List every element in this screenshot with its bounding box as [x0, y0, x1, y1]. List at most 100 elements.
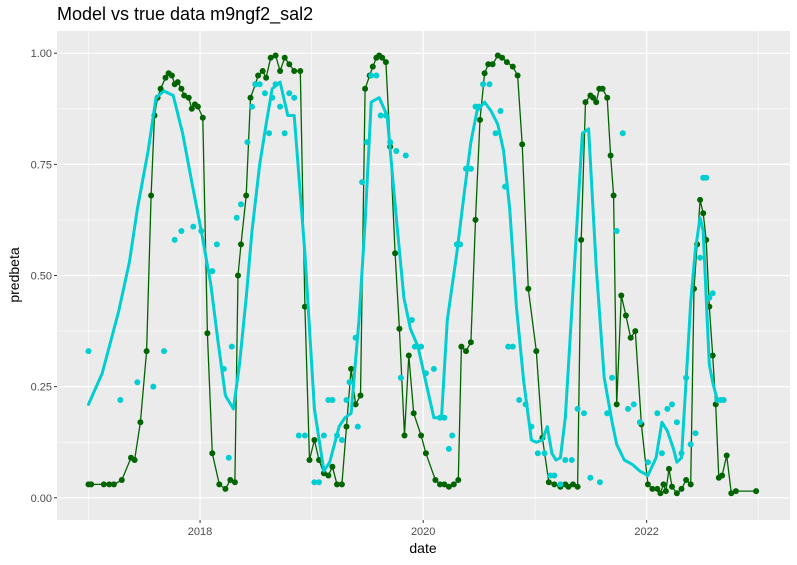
true-data-point [131, 457, 138, 463]
model-point [654, 410, 661, 417]
model-point [467, 165, 474, 172]
true-data-point [369, 63, 376, 70]
true-data-point [565, 483, 572, 490]
model-point [664, 405, 671, 412]
true-data-point [607, 152, 614, 159]
true-data-point [157, 85, 164, 92]
true-data-point [610, 192, 617, 199]
true-data-point [604, 94, 611, 101]
model-point [613, 228, 620, 234]
model-point [387, 139, 394, 146]
true-data-point [445, 483, 452, 490]
true-data-point [499, 54, 506, 61]
true-data-point [401, 432, 408, 439]
true-data-point [247, 94, 254, 101]
model-point [272, 81, 279, 88]
true-data-point [204, 330, 211, 337]
true-data-point [297, 68, 304, 74]
x-tick-label: 2020 [411, 526, 435, 538]
true-data-point [477, 116, 483, 123]
true-data-point [472, 216, 479, 223]
model-point [117, 397, 124, 403]
y-tick-label: 0.00 [31, 493, 52, 505]
true-data-point [396, 325, 403, 332]
model-point [190, 223, 197, 230]
model-point [678, 450, 685, 457]
model-point [161, 348, 167, 355]
model-point [604, 410, 611, 417]
model-point [382, 112, 389, 119]
true-data-point [662, 488, 669, 495]
model-point [209, 268, 216, 275]
true-data-point [574, 483, 581, 490]
true-data-point [343, 423, 350, 430]
true-data-point [437, 481, 443, 488]
true-data-point [551, 481, 558, 488]
true-data-point [118, 477, 125, 483]
model-point [402, 152, 409, 159]
true-data-point [485, 61, 492, 68]
true-data-point [311, 437, 318, 443]
model-point [334, 432, 340, 439]
true-data-point [168, 72, 175, 79]
model-point [557, 481, 564, 488]
true-data-point [649, 485, 656, 492]
true-data-point [719, 472, 726, 479]
true-data-point [263, 74, 270, 81]
model-point [244, 139, 251, 146]
true-data-point [382, 59, 389, 66]
model-point [134, 379, 141, 386]
model-point [422, 370, 429, 377]
model-point [85, 348, 92, 355]
model-point [609, 374, 616, 381]
model-point [256, 81, 263, 88]
true-data-point [357, 392, 364, 399]
true-data-point [277, 68, 284, 74]
model-point [596, 479, 603, 486]
true-data-point [329, 463, 336, 470]
model-point [238, 201, 244, 208]
true-data-point [450, 481, 457, 488]
true-data-point [405, 352, 412, 359]
model-point [709, 290, 716, 297]
model-point [551, 472, 558, 479]
model-point [233, 214, 240, 221]
y-tick-label: 0.25 [31, 382, 52, 394]
true-data-point [235, 272, 241, 279]
model-point [171, 236, 178, 243]
model-point [697, 254, 704, 261]
model-point [516, 397, 523, 403]
true-data-point [181, 92, 188, 99]
model-point [636, 419, 643, 426]
model-point [673, 419, 680, 426]
true-data-point [238, 241, 244, 248]
y-tick-label: 0.50 [31, 271, 52, 283]
model-point [669, 401, 675, 408]
model-point [562, 457, 569, 463]
model-point [213, 241, 220, 248]
true-data-point [632, 328, 639, 335]
model-point [497, 108, 504, 114]
true-data-point [697, 196, 704, 203]
model-point [352, 334, 359, 341]
model-point [286, 90, 293, 97]
model-point [480, 81, 487, 88]
model-point [261, 90, 268, 97]
chart-title: Model vs true data m9ngf2_sal2 [57, 4, 313, 25]
true-data-point [352, 401, 359, 408]
true-data-point [174, 79, 181, 86]
y-tick-label: 0.75 [31, 159, 52, 171]
true-data-point [514, 72, 521, 79]
model-point [368, 72, 375, 79]
true-data-point [255, 72, 262, 79]
true-data-point [216, 481, 223, 488]
true-data-point [222, 485, 229, 492]
model-point [683, 374, 690, 381]
true-data-point [678, 485, 685, 492]
true-data-point [137, 419, 144, 426]
y-tick-label: 1.00 [31, 48, 52, 60]
model-point [311, 479, 318, 486]
model-point [338, 437, 345, 443]
model-point [228, 343, 235, 350]
